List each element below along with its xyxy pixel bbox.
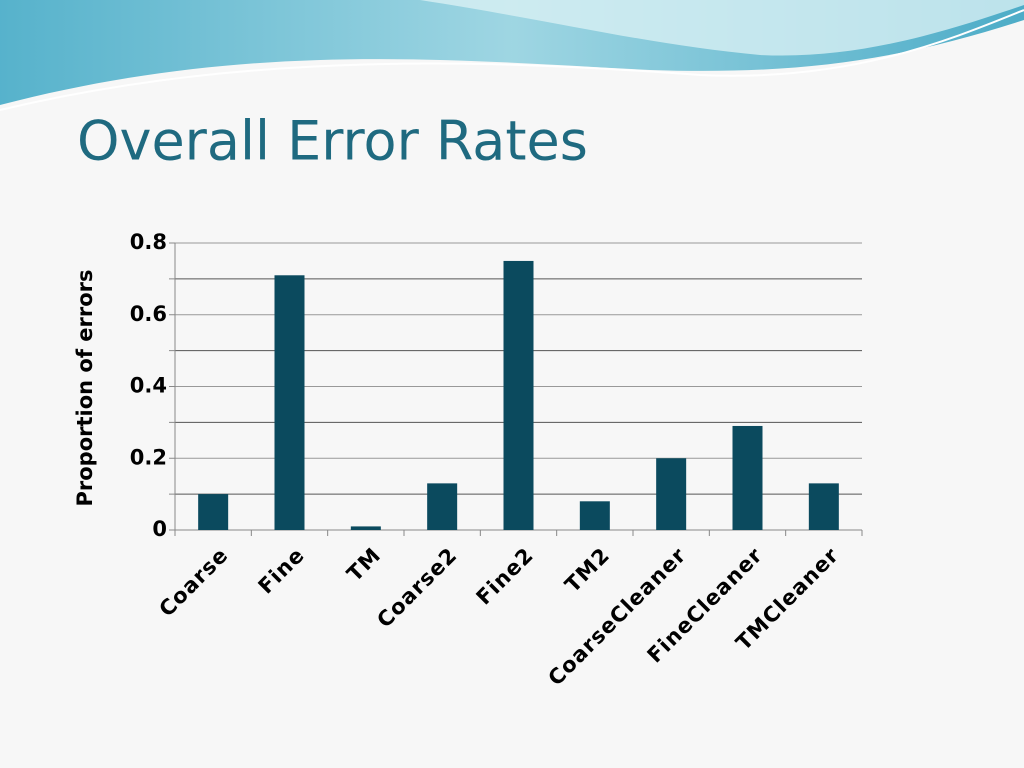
bar (579, 501, 610, 530)
y-tick-label: 0 (152, 517, 167, 541)
y-tick-label: 0.2 (130, 445, 167, 469)
slide-title: Overall Error Rates (77, 110, 588, 173)
x-tick-label: TM2 (560, 543, 614, 597)
x-tick-label: CoarseCleaner (543, 543, 691, 691)
x-tick-label: Fine2 (472, 543, 539, 610)
bar (274, 275, 305, 530)
header-wave-line (0, 9, 1024, 111)
y-tick-label: 0.4 (130, 374, 167, 398)
bar (656, 458, 687, 530)
bar (732, 425, 763, 530)
x-tick-label: TM (342, 543, 385, 586)
x-tick-label: Fine (254, 543, 310, 599)
y-tick-label: 0.6 (130, 302, 167, 326)
bar (350, 526, 381, 530)
bar (503, 260, 534, 530)
bar (198, 494, 229, 530)
x-tick-label: Coarse2 (372, 543, 462, 633)
header-wave-light (420, 0, 1024, 56)
bar (808, 483, 839, 530)
y-axis-label: Proportion of errors (73, 269, 97, 506)
bar (427, 483, 458, 530)
x-tick-label: Coarse (154, 543, 233, 622)
y-tick-label: 0.8 (130, 230, 167, 254)
